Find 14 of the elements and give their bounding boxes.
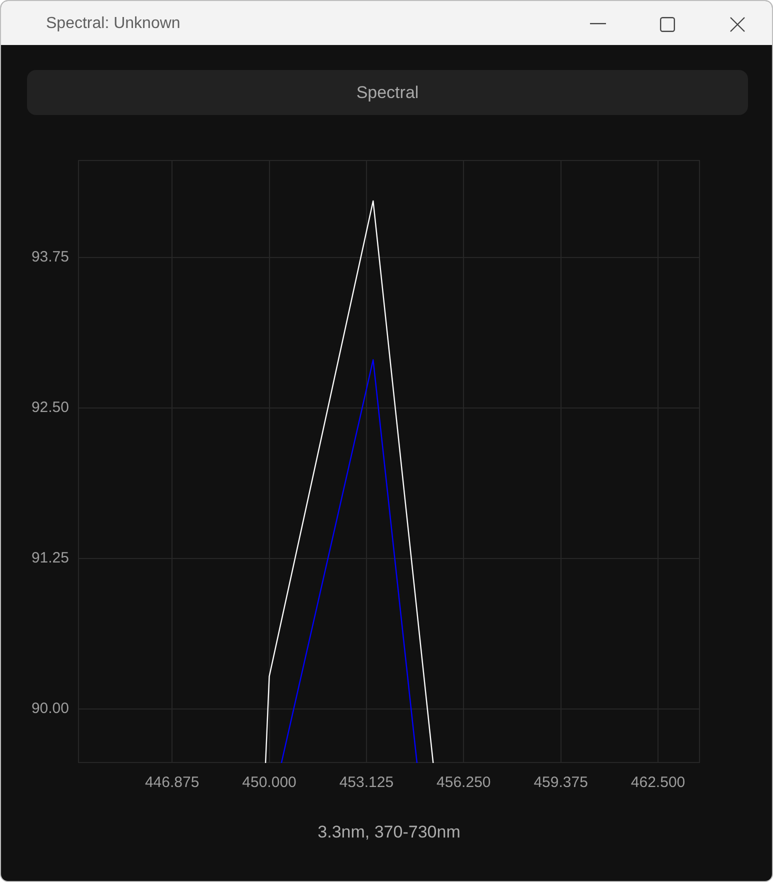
x-tick-label: 459.375 <box>534 774 588 792</box>
y-tick-label: 91.25 <box>31 550 69 567</box>
x-tick-label: 456.250 <box>436 774 491 792</box>
x-tick-label: 450.000 <box>242 774 296 792</box>
x-tick-label: 453.125 <box>339 774 394 792</box>
x-tick-label: 462.500 <box>630 774 686 792</box>
header-button: Spectral <box>27 70 748 115</box>
x-axis-title: 3.3nm, 370-730nm <box>318 822 460 842</box>
y-tick-label: 90.00 <box>31 700 69 717</box>
y-tick-label: 92.50 <box>31 399 69 416</box>
chart-title: Spectral: Unknown <box>46 15 180 32</box>
chart-subtitle: Spectral <box>356 82 419 102</box>
x-tick-label: 446.875 <box>144 774 200 792</box>
y-tick-label: 93.75 <box>31 248 69 266</box>
